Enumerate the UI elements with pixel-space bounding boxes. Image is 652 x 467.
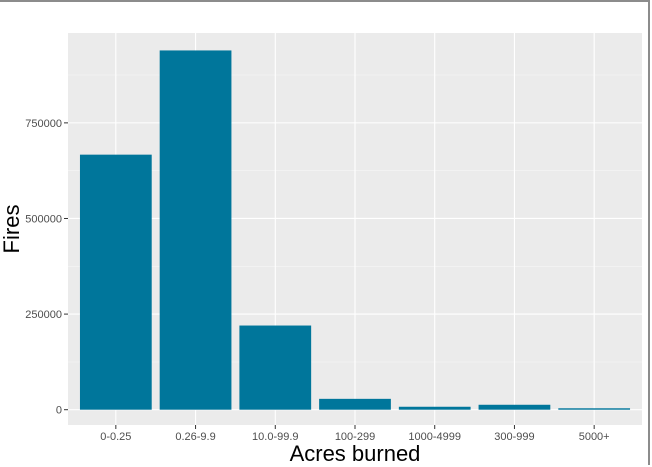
x-tick-label: 1000-4999 bbox=[408, 431, 461, 443]
x-tick-label: 0.26-9.9 bbox=[175, 431, 215, 443]
x-tick-label: 0-0.25 bbox=[100, 431, 131, 443]
bars bbox=[79, 50, 631, 410]
x-tick-label: 100-299 bbox=[335, 431, 375, 443]
y-tick-label: 750000 bbox=[25, 118, 62, 130]
y-axis-title: Fires bbox=[0, 205, 24, 254]
x-tick-label: 10.0-99.9 bbox=[252, 431, 298, 443]
x-tick-label: 300-999 bbox=[494, 431, 534, 443]
y-tick-label: 500000 bbox=[25, 213, 62, 225]
x-axis-title: Acres burned bbox=[290, 441, 421, 466]
bar-0.26-9.9 bbox=[159, 50, 232, 410]
x-axis: 0-0.25 0.26-9.9 10.0-99.9 100-299 1000-4999 3… bbox=[100, 425, 610, 443]
bar-10.0-99.9 bbox=[239, 325, 312, 410]
bar-0-0.25 bbox=[79, 154, 152, 410]
bar-5000+ bbox=[558, 408, 631, 410]
y-tick-label: 250000 bbox=[25, 309, 62, 321]
x-tick-label: 5000+ bbox=[579, 431, 610, 443]
y-tick-label: 0 bbox=[56, 405, 62, 417]
bar-300-999 bbox=[478, 404, 551, 410]
bar-1000-4999 bbox=[398, 406, 471, 410]
y-axis: 0 250000 500000 750000 bbox=[25, 118, 68, 417]
bar-100-299 bbox=[319, 398, 391, 410]
